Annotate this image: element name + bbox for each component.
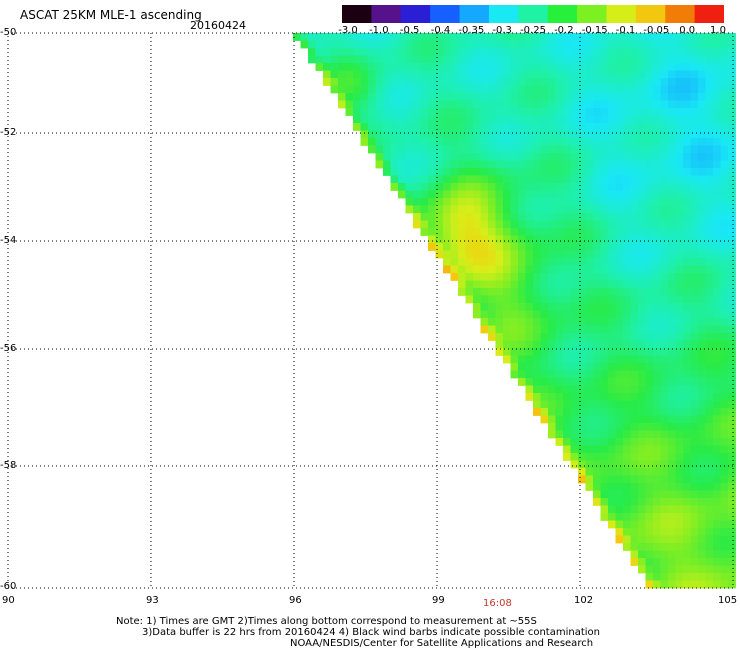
lat-label-52: -52 bbox=[0, 127, 17, 138]
colorbar-label: 1.0 bbox=[710, 25, 726, 36]
colorbar-swatch bbox=[577, 5, 607, 23]
colorbar-swatch bbox=[371, 5, 402, 23]
map-date: 20160424 bbox=[190, 19, 246, 32]
colorbar-swatch bbox=[518, 5, 549, 23]
colorbar-label: -0.1 bbox=[615, 25, 636, 36]
lon-label-90: 90 bbox=[2, 595, 15, 606]
lon-label-93: 93 bbox=[146, 595, 159, 606]
sst-field bbox=[293, 33, 736, 589]
lon-label-96: 96 bbox=[289, 595, 302, 606]
colorbar-label: -3.0 bbox=[338, 25, 358, 36]
colorbar-swatch bbox=[488, 5, 519, 23]
colorbar-swatch bbox=[430, 5, 461, 23]
lon-label-102: 102 bbox=[574, 595, 594, 606]
colorbar-swatch bbox=[547, 5, 578, 23]
lat-label-50: -50 bbox=[0, 27, 17, 38]
colorbar-swatch bbox=[400, 5, 431, 23]
colorbar-swatch bbox=[665, 5, 696, 23]
colorbar-swatch bbox=[459, 5, 490, 23]
map-title: ASCAT 25KM MLE-1 ascending bbox=[20, 8, 202, 22]
colorbar-label: -1.0 bbox=[369, 25, 389, 36]
colorbar-label: -0.4 bbox=[430, 25, 451, 36]
colorbar-swatch bbox=[342, 5, 372, 23]
colorbar-swatch bbox=[694, 5, 724, 23]
colorbar-label: -0.25 bbox=[520, 25, 546, 36]
note-line-3: NOAA/NESDIS/Center for Satellite Applica… bbox=[290, 638, 594, 649]
colorbar-label: -0.15 bbox=[581, 25, 608, 36]
colorbar-label: -0.35 bbox=[458, 25, 485, 36]
time-label: 16:08 bbox=[483, 598, 512, 609]
colorbar-label: -0.5 bbox=[399, 25, 420, 36]
colorbar-swatch bbox=[606, 5, 637, 23]
lon-label-105: 105 bbox=[718, 595, 738, 606]
lat-label-58: -58 bbox=[0, 460, 17, 471]
colorbar-label: 0.0 bbox=[679, 25, 696, 36]
colorbar-label: -0.3 bbox=[492, 25, 512, 36]
lat-label-56: -56 bbox=[0, 343, 17, 354]
note-line-2: 3)Data buffer is 22 hrs from 20160424 4)… bbox=[142, 627, 600, 638]
lon-label-99: 99 bbox=[432, 595, 445, 606]
colorbar-swatch bbox=[635, 5, 666, 23]
graticule bbox=[8, 33, 733, 588]
lat-label-60: -60 bbox=[0, 581, 17, 592]
lat-label-54: -54 bbox=[0, 235, 17, 246]
colorbar bbox=[342, 5, 724, 23]
colorbar-label: -0.2 bbox=[554, 25, 574, 36]
note-line-1: Note: 1) Times are GMT 2)Times along bot… bbox=[116, 616, 537, 627]
colorbar-label: -0.05 bbox=[643, 25, 670, 36]
